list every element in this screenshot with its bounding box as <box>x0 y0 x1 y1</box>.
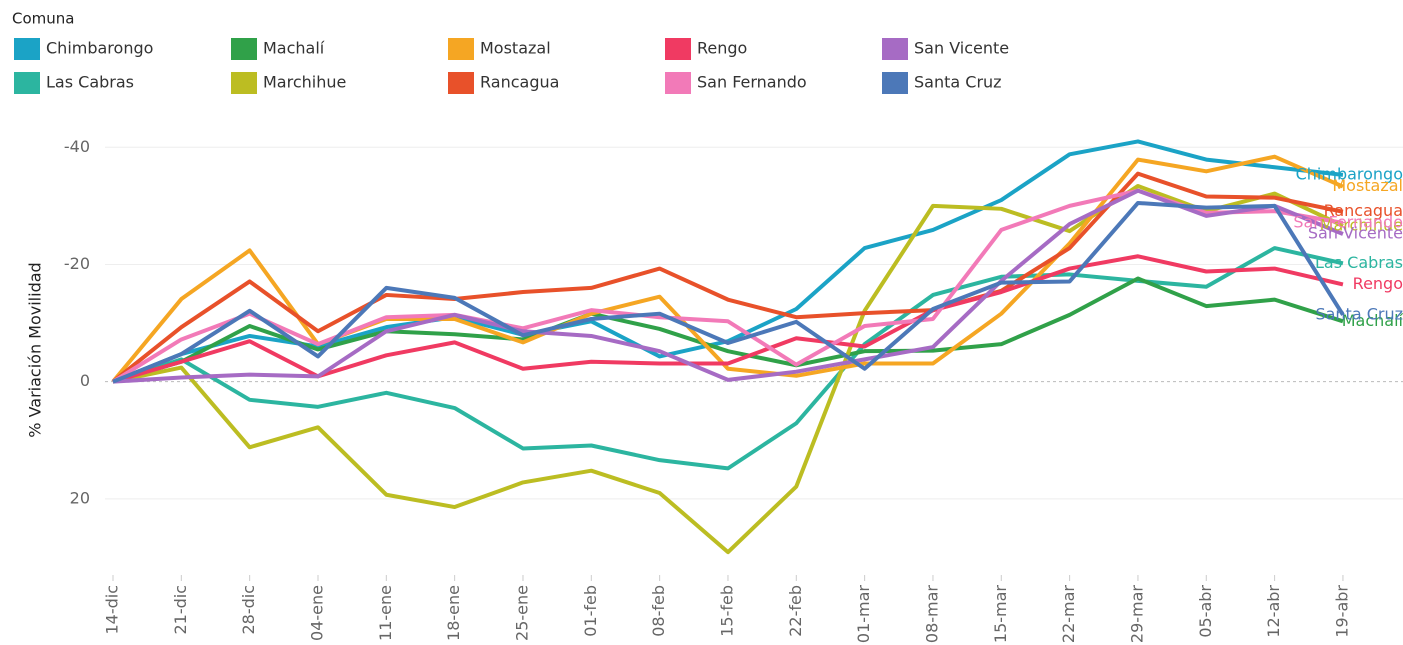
legend-label: Rancagua <box>480 73 559 92</box>
legend-swatch <box>231 38 257 60</box>
x-tick-label: 19-abr <box>1332 585 1351 638</box>
end-label: Chimbarongo <box>1296 164 1403 183</box>
series-line <box>111 154 1344 383</box>
end-label: San Vicente <box>1308 224 1403 243</box>
x-tick-label: 11-ene <box>376 585 395 641</box>
legend-swatch <box>882 38 908 60</box>
legend-swatch <box>665 38 691 60</box>
series-line <box>112 188 1344 384</box>
x-tick-label: 05-abr <box>1196 585 1215 638</box>
legend-label: Chimbarongo <box>46 39 153 58</box>
y-tick-label: 0 <box>80 371 90 390</box>
end-label: Rengo <box>1353 274 1403 293</box>
series-line <box>112 276 1344 384</box>
end-label: Rancagua <box>1324 201 1403 220</box>
x-tick-label: 15-feb <box>717 585 736 637</box>
x-tick-label: 04-ene <box>307 585 326 641</box>
end-label: Santa Cruz <box>1315 304 1403 323</box>
legend-label: San Vicente <box>914 39 1009 58</box>
y-tick-label: -20 <box>64 254 90 273</box>
legend-swatch <box>14 72 40 94</box>
x-tick-label: 25-ene <box>512 585 531 641</box>
legend-swatch <box>882 72 908 94</box>
x-tick-label: 12-abr <box>1264 585 1283 638</box>
x-tick-label: 22-feb <box>786 585 805 637</box>
x-tick-label: 22-mar <box>1059 585 1078 644</box>
x-tick-label: 01-mar <box>854 585 873 644</box>
legend-swatch <box>231 72 257 94</box>
legend-label: Machalí <box>263 39 325 58</box>
x-tick-label: 28-dic <box>239 585 258 635</box>
series-line <box>112 183 1344 555</box>
y-tick-label: -40 <box>64 137 90 156</box>
x-tick-label: 29-mar <box>1127 585 1146 644</box>
y-tick-label: 20 <box>70 488 90 507</box>
series-line <box>112 200 1345 384</box>
legend-label: Las Cabras <box>46 73 134 92</box>
legend-label: Rengo <box>697 39 747 58</box>
end-label: Machalí <box>1342 311 1403 330</box>
legend-label: Santa Cruz <box>914 73 1002 92</box>
x-tick-label: 08-feb <box>649 585 668 637</box>
x-tick-label: 15-mar <box>991 585 1010 644</box>
end-label: Mostazal <box>1332 176 1403 195</box>
legend-label: Mostazal <box>480 39 551 58</box>
legend-label: Marchihue <box>263 73 346 92</box>
x-tick-label: 14-dic <box>103 585 122 635</box>
y-axis-label: % Variación Movilidad <box>26 262 45 437</box>
x-tick-label: 01-feb <box>581 585 600 637</box>
legend-swatch <box>448 72 474 94</box>
x-tick-label: 08-mar <box>922 585 941 644</box>
x-tick-label: 18-ene <box>444 585 463 641</box>
legend-swatch <box>14 38 40 60</box>
series-line <box>112 246 1344 471</box>
legend-swatch <box>665 72 691 94</box>
x-tick-label: 21-dic <box>171 585 190 635</box>
legend-title: Comuna <box>12 10 74 28</box>
legend-label: San Fernando <box>697 73 807 92</box>
end-label: Las Cabras <box>1315 253 1403 272</box>
legend-swatch <box>448 38 474 60</box>
series-line <box>111 171 1344 384</box>
end-label: San Fernando <box>1293 212 1403 231</box>
end-label: Marchihue <box>1320 215 1403 234</box>
